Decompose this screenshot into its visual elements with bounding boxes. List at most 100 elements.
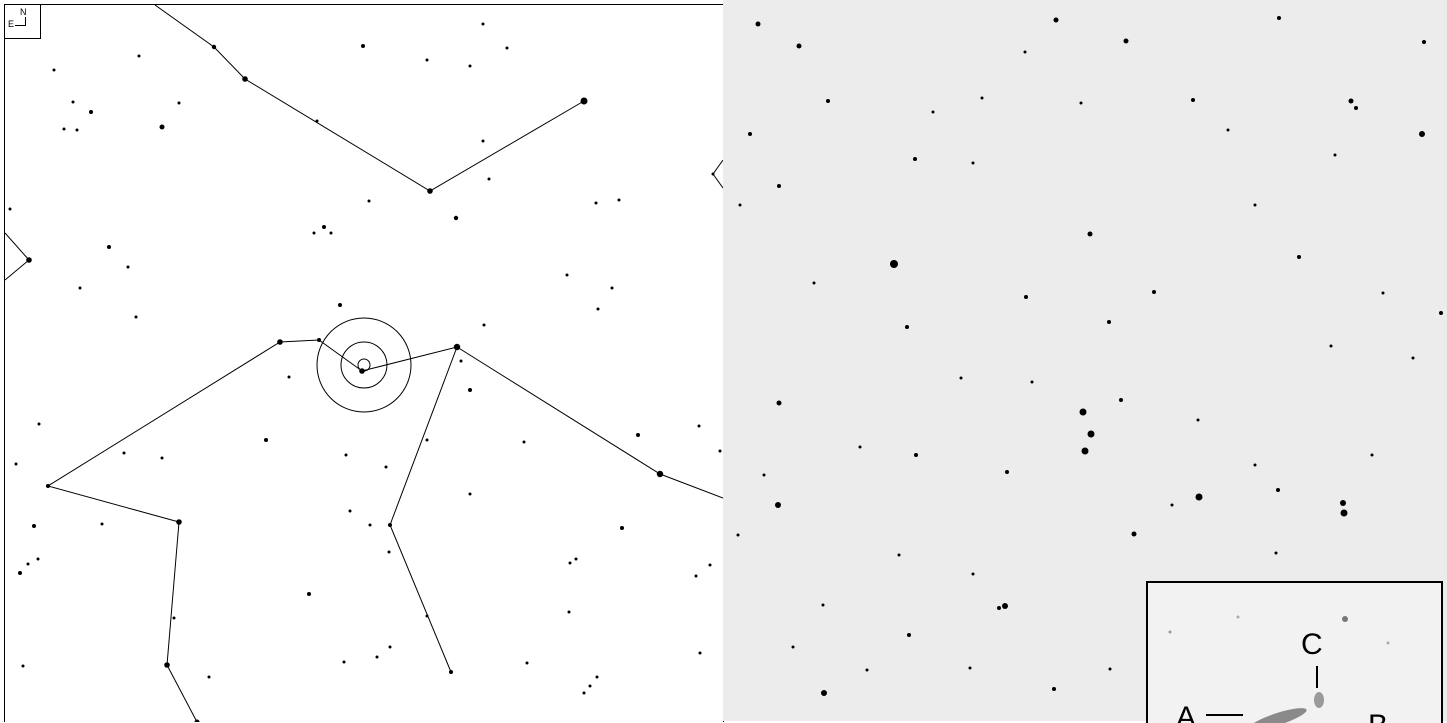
- photo-star: [1329, 344, 1333, 348]
- chart-star: [342, 660, 346, 664]
- photo-star: [1030, 380, 1034, 384]
- chart-star: [453, 215, 459, 221]
- chart-star: [322, 225, 326, 229]
- photo-star: [1087, 231, 1093, 237]
- chart-star: [134, 315, 138, 319]
- photo-star: [1191, 98, 1195, 102]
- photo-star: [1024, 295, 1028, 299]
- photo-star: [890, 260, 898, 268]
- chart-stars: [8, 22, 722, 722]
- chart-star: [588, 684, 592, 688]
- chart-star: [26, 562, 30, 566]
- photo-star: [1354, 106, 1358, 110]
- chart-star: [617, 198, 621, 202]
- photo-star: [914, 453, 918, 457]
- photo-star: [1081, 447, 1089, 455]
- photo-star: [1348, 98, 1354, 104]
- photo-star: [736, 533, 740, 537]
- photo-star: [1381, 291, 1385, 295]
- photo-star: [1333, 153, 1337, 157]
- chart-star: [137, 54, 141, 58]
- inset-star: [1168, 630, 1172, 634]
- chart-star: [18, 571, 22, 575]
- chart-star: [580, 97, 588, 105]
- chart-star: [610, 286, 614, 290]
- photo-star: [1107, 320, 1111, 324]
- photo-star: [796, 43, 802, 49]
- chart-star: [487, 177, 491, 181]
- chart-star: [359, 368, 365, 374]
- galaxy-c: [1314, 692, 1324, 708]
- chart-star: [425, 614, 429, 618]
- chart-star: [361, 44, 365, 48]
- chart-star: [718, 449, 722, 453]
- photo-star: [1023, 50, 1027, 54]
- chart-star: [368, 523, 372, 527]
- photo-star: [1052, 687, 1056, 691]
- photo-star: [980, 96, 984, 100]
- sky-photo-canvas: [736, 16, 1443, 696]
- photo-star: [1411, 356, 1415, 360]
- finder-chart-canvas: [5, 5, 723, 722]
- chart-star: [315, 119, 319, 123]
- chart-star: [565, 273, 569, 277]
- chart-star: [46, 484, 50, 488]
- photo-star: [1170, 503, 1174, 507]
- constellation-line-top: [154, 5, 585, 192]
- chart-star: [8, 207, 12, 211]
- chart-star: [21, 664, 25, 668]
- chart-star: [711, 172, 715, 176]
- chart-star: [164, 662, 170, 668]
- chart-star: [468, 492, 472, 496]
- chart-star: [126, 265, 130, 269]
- inset-star: [1386, 641, 1390, 645]
- chart-star: [36, 557, 40, 561]
- photo-star: [968, 666, 972, 670]
- photo-star: [1002, 603, 1008, 609]
- chart-star: [367, 199, 371, 203]
- photo-star: [821, 690, 827, 696]
- inset-label-c: C: [1301, 628, 1323, 661]
- chart-star: [708, 563, 712, 567]
- photo-star: [1053, 17, 1059, 23]
- chart-star: [388, 523, 392, 527]
- photo-star: [865, 668, 869, 672]
- sky-photo: C A B: [723, 0, 1447, 723]
- chart-star: [636, 433, 640, 437]
- photo-star: [791, 645, 795, 649]
- photo-star: [971, 161, 975, 165]
- photo-star: [1253, 463, 1257, 467]
- photo-star: [1253, 203, 1257, 207]
- chart-star: [468, 64, 472, 68]
- zoom-inset-canvas: [1168, 615, 1390, 723]
- chart-star: [348, 509, 352, 513]
- photo-star: [907, 633, 911, 637]
- photo-star: [1119, 398, 1123, 402]
- chart-star: [425, 58, 429, 62]
- photo-star: [913, 157, 917, 161]
- photo-star: [1005, 470, 1009, 474]
- chart-star: [656, 470, 664, 478]
- photo-star: [897, 553, 901, 557]
- chart-star: [697, 424, 701, 428]
- photo-star: [858, 445, 862, 449]
- photo-stars: [736, 16, 1443, 696]
- chart-star: [525, 661, 529, 665]
- chart-star: [100, 522, 104, 526]
- chart-star: [176, 519, 182, 525]
- zoom-inset: C A B: [1146, 581, 1443, 723]
- photo-star: [762, 473, 766, 477]
- chart-star: [449, 670, 453, 674]
- chart-star: [574, 557, 578, 561]
- constellation-lines: [5, 5, 723, 722]
- chart-star: [32, 524, 36, 528]
- finder-chart: N E: [4, 4, 724, 722]
- photo-star: [1340, 500, 1346, 506]
- chart-star: [277, 339, 283, 345]
- chart-star: [384, 465, 388, 469]
- chart-star: [567, 610, 571, 614]
- inset-star: [1342, 616, 1348, 622]
- chart-star: [177, 101, 181, 105]
- chart-star: [62, 127, 66, 131]
- chart-star: [107, 245, 111, 249]
